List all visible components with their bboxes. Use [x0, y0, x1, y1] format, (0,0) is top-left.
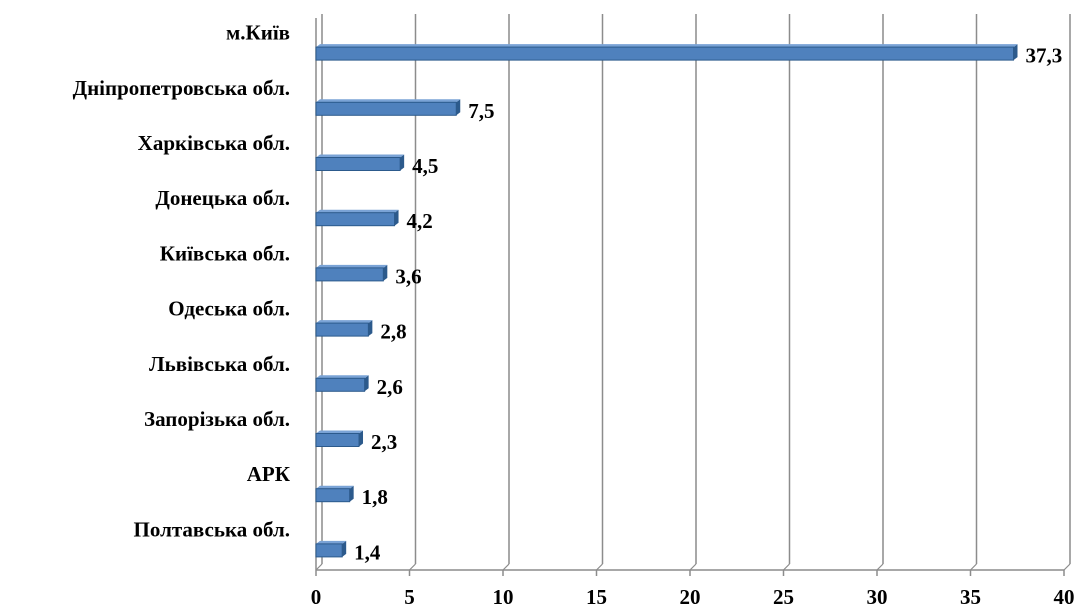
- bar: [315, 488, 351, 503]
- value-label: 3,6: [395, 264, 421, 288]
- category-label: Полтавська обл.: [134, 517, 290, 541]
- bar-side: [368, 320, 373, 337]
- bar-side: [400, 154, 405, 171]
- value-label: 2,8: [380, 320, 406, 344]
- bar-top: [316, 320, 373, 324]
- category-label: Дніпропетровська обл.: [73, 76, 290, 100]
- bar-side: [342, 540, 347, 557]
- bar-top: [316, 154, 405, 158]
- value-label: 1,8: [362, 485, 388, 509]
- bar: [315, 46, 1015, 61]
- bar-side: [383, 264, 388, 281]
- bar-side: [359, 430, 364, 447]
- value-label: 4,2: [407, 209, 433, 233]
- value-labels: 37,3 7,5 4,5 4,2 3,6 2,8 2,6 2,3 1,8 1,4: [354, 44, 1062, 565]
- x-tick-label: 10: [493, 585, 514, 609]
- bar-top: [316, 430, 364, 434]
- value-label: 1,4: [354, 540, 381, 564]
- gridline-floor: [502, 563, 510, 571]
- bar: [315, 157, 401, 171]
- bar-side: [456, 99, 461, 116]
- bar-top: [316, 209, 399, 213]
- bars: [315, 44, 1018, 558]
- category-label: Донецька обл.: [155, 186, 290, 210]
- gridline-floor: [876, 563, 884, 571]
- bar-side: [349, 485, 354, 502]
- x-tick-label: 5: [404, 585, 415, 609]
- bar: [315, 543, 343, 558]
- gridlines: [315, 14, 1071, 571]
- category-label: м.Київ: [226, 21, 290, 45]
- bar: [315, 433, 360, 447]
- bar-top: [316, 264, 388, 268]
- category-label: Одеська обл.: [168, 297, 290, 321]
- bar: [315, 212, 396, 227]
- x-tick-label: 35: [960, 585, 981, 609]
- bar: [315, 377, 366, 392]
- gridline-floor: [1063, 563, 1071, 571]
- value-label: 2,6: [377, 375, 403, 399]
- bar-top: [316, 485, 354, 489]
- gridline-floor: [970, 563, 977, 571]
- bar-side: [1013, 44, 1018, 61]
- bar-side: [364, 375, 369, 392]
- bar: [315, 267, 384, 282]
- category-label: АРК: [247, 462, 291, 486]
- category-label: Запорізька обл.: [144, 407, 290, 431]
- category-label: Київська обл.: [160, 241, 290, 265]
- category-label: Львівська обл.: [149, 352, 290, 376]
- bar-side: [394, 209, 399, 226]
- bar-top: [316, 44, 1018, 48]
- bar: [315, 101, 457, 116]
- value-label: 37,3: [1026, 44, 1063, 68]
- bar-top: [316, 540, 347, 544]
- gridline-floor: [409, 563, 416, 571]
- x-tick-label: 40: [1054, 585, 1075, 609]
- bar: [315, 322, 369, 337]
- x-tick-label: 0: [311, 585, 322, 609]
- gridline-floor: [689, 563, 697, 571]
- x-tick-label: 25: [773, 585, 794, 609]
- value-label: 7,5: [468, 99, 494, 123]
- x-tick-label: 15: [586, 585, 607, 609]
- value-label: 2,3: [371, 430, 397, 454]
- x-tick-labels: 0 5 10 15 20 25 30 35 40: [311, 585, 1075, 609]
- bar-top: [316, 375, 369, 379]
- category-label: Харківська обл.: [138, 131, 290, 155]
- value-label: 4,5: [412, 154, 438, 178]
- category-labels: м.Київ Дніпропетровська обл. Харківська об…: [73, 21, 291, 542]
- gridline-floor: [315, 563, 323, 571]
- x-tick-label: 30: [867, 585, 888, 609]
- x-tick-label: 20: [680, 585, 701, 609]
- bar-top: [316, 99, 461, 103]
- gridline-floor: [783, 563, 790, 571]
- gridline-floor: [596, 563, 603, 571]
